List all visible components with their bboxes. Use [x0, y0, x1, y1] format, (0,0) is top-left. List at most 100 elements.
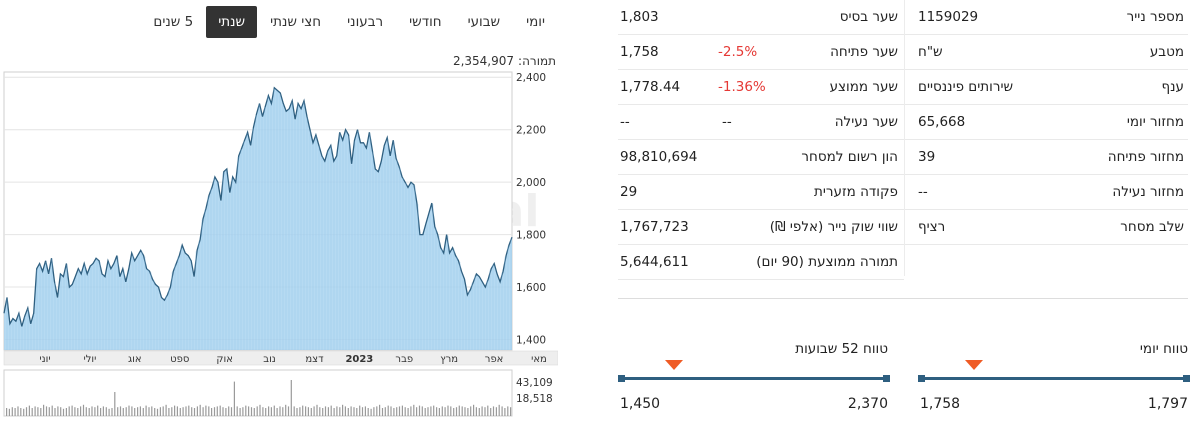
tab-1[interactable]: שבועי — [467, 14, 501, 30]
x-tick-label-9: מרץ — [440, 354, 458, 365]
volume-bar — [424, 408, 426, 416]
volume-bar — [100, 408, 102, 416]
column-divider — [904, 0, 905, 276]
info-value: 65,668 — [918, 114, 966, 130]
volume-bar — [208, 406, 210, 416]
volume-bar — [111, 408, 113, 416]
volume-bar — [148, 407, 150, 416]
volume-tick-label-1: 18,518 — [516, 393, 553, 405]
volume-bar — [119, 406, 122, 416]
turnover-label: תמורה: — [518, 54, 556, 68]
section-divider — [618, 298, 1188, 299]
tab-6[interactable]: 5 שנים — [153, 14, 194, 30]
range-end-right — [883, 375, 890, 382]
volume-bar — [333, 408, 335, 416]
price-area — [3, 86, 513, 350]
range-bar — [920, 377, 1188, 380]
volume-bar — [259, 404, 261, 416]
range-low: 1,758 — [920, 396, 961, 412]
volume-bar — [182, 407, 184, 416]
volume-bar — [302, 405, 304, 416]
volume-bar — [390, 406, 392, 416]
x-tick-label-0: יוני — [39, 354, 50, 365]
volume-bar — [507, 406, 509, 416]
volume-bar — [418, 405, 421, 416]
y-tick-label-1: 2,200 — [516, 125, 546, 137]
y-axis: 2,400 2,200 2,000 1,800 1,600 1,400 — [516, 72, 546, 346]
info-row-left-7: תמורה ממוצעת (90 יום) 5,644,611 — [618, 245, 904, 280]
volume-bar — [20, 408, 22, 416]
volume-bar — [62, 408, 65, 416]
volume-bar — [171, 407, 173, 416]
volume-bar — [339, 407, 341, 416]
x-tick-label-6: דצמ — [305, 354, 324, 365]
volume-bar — [453, 408, 455, 416]
volume-bar — [239, 408, 241, 416]
volume-bar — [245, 405, 247, 416]
info-row-right-0: מספר נייר 1159029 — [904, 0, 1188, 35]
volume-bar — [97, 405, 99, 416]
volume-bar — [51, 405, 53, 416]
volume-bar — [216, 406, 218, 416]
volume-bar — [17, 406, 19, 416]
volume-bar — [282, 407, 284, 416]
volume-bar — [236, 406, 238, 416]
volume-bar — [450, 406, 452, 416]
volume-bar — [299, 407, 301, 416]
info-label: מטבע — [1149, 44, 1184, 60]
volume-bar — [347, 408, 349, 416]
volume-bar — [94, 407, 96, 416]
info-row-right-2: ענף שירותים פיננסיים — [904, 70, 1188, 105]
info-value: 5,644,611 — [620, 254, 689, 270]
volume-bar — [228, 406, 230, 416]
volume-bar — [168, 408, 170, 416]
info-row-right-1: מטבע ש"ח — [904, 35, 1188, 70]
volume-bar — [455, 407, 458, 416]
volume-bar — [387, 405, 389, 416]
info-change: -- — [722, 114, 732, 130]
info-value: ש"ח — [918, 44, 943, 60]
volume-bar — [82, 404, 85, 416]
range-end-left — [618, 375, 625, 382]
volume-bar — [156, 408, 159, 416]
volume-bar — [461, 406, 463, 416]
volume-bar — [416, 407, 418, 416]
volume-bar — [28, 405, 30, 416]
info-label: שער נעילה — [834, 114, 898, 130]
volume-bar — [80, 406, 82, 416]
volume-bar — [25, 407, 28, 416]
volume-bar — [131, 406, 133, 416]
volume-tick-label-0: 43,109 — [516, 377, 553, 389]
volume-bar — [350, 406, 352, 416]
volume-bar — [290, 380, 292, 416]
range-high: 2,370 — [847, 396, 888, 412]
x-tick-label-5: נוב — [263, 354, 276, 365]
range-title: טווח יומי — [1139, 341, 1188, 357]
info-value: -- — [620, 114, 630, 130]
price-chart[interactable]: BizportalBizportal 2,4002,2002,0001,8001… — [0, 66, 558, 422]
volume-bar — [262, 407, 264, 416]
volume-bar — [265, 408, 267, 416]
tab-4[interactable]: חצי שנתי — [270, 14, 322, 30]
x-tick-label-3: ספט — [170, 354, 189, 365]
tab-5[interactable]: שנתי — [206, 6, 258, 38]
volume-bar — [23, 408, 25, 416]
volume-bar — [122, 408, 124, 416]
info-value: 29 — [620, 184, 638, 200]
volume-bar — [433, 405, 435, 416]
volume-bar — [230, 407, 233, 416]
volume-bar — [68, 406, 70, 416]
volume-bar — [430, 406, 432, 416]
volume-bar — [193, 408, 196, 416]
volume-bar — [205, 405, 207, 416]
volume-bar — [310, 408, 312, 416]
period-tabs: יומי שבועי חודשי רבעוני חצי שנתי שנתי 5 שנים — [66, 6, 558, 38]
volume-bar — [134, 408, 136, 416]
x-axis-band — [3, 350, 558, 366]
tab-2[interactable]: חודשי — [409, 14, 442, 30]
tab-0[interactable]: יומי — [526, 14, 545, 30]
volume-bar — [8, 408, 10, 416]
volume-bar — [492, 406, 495, 416]
y-tick-label-5: 1,400 — [516, 335, 546, 347]
tab-3[interactable]: רבעוני — [347, 14, 384, 30]
